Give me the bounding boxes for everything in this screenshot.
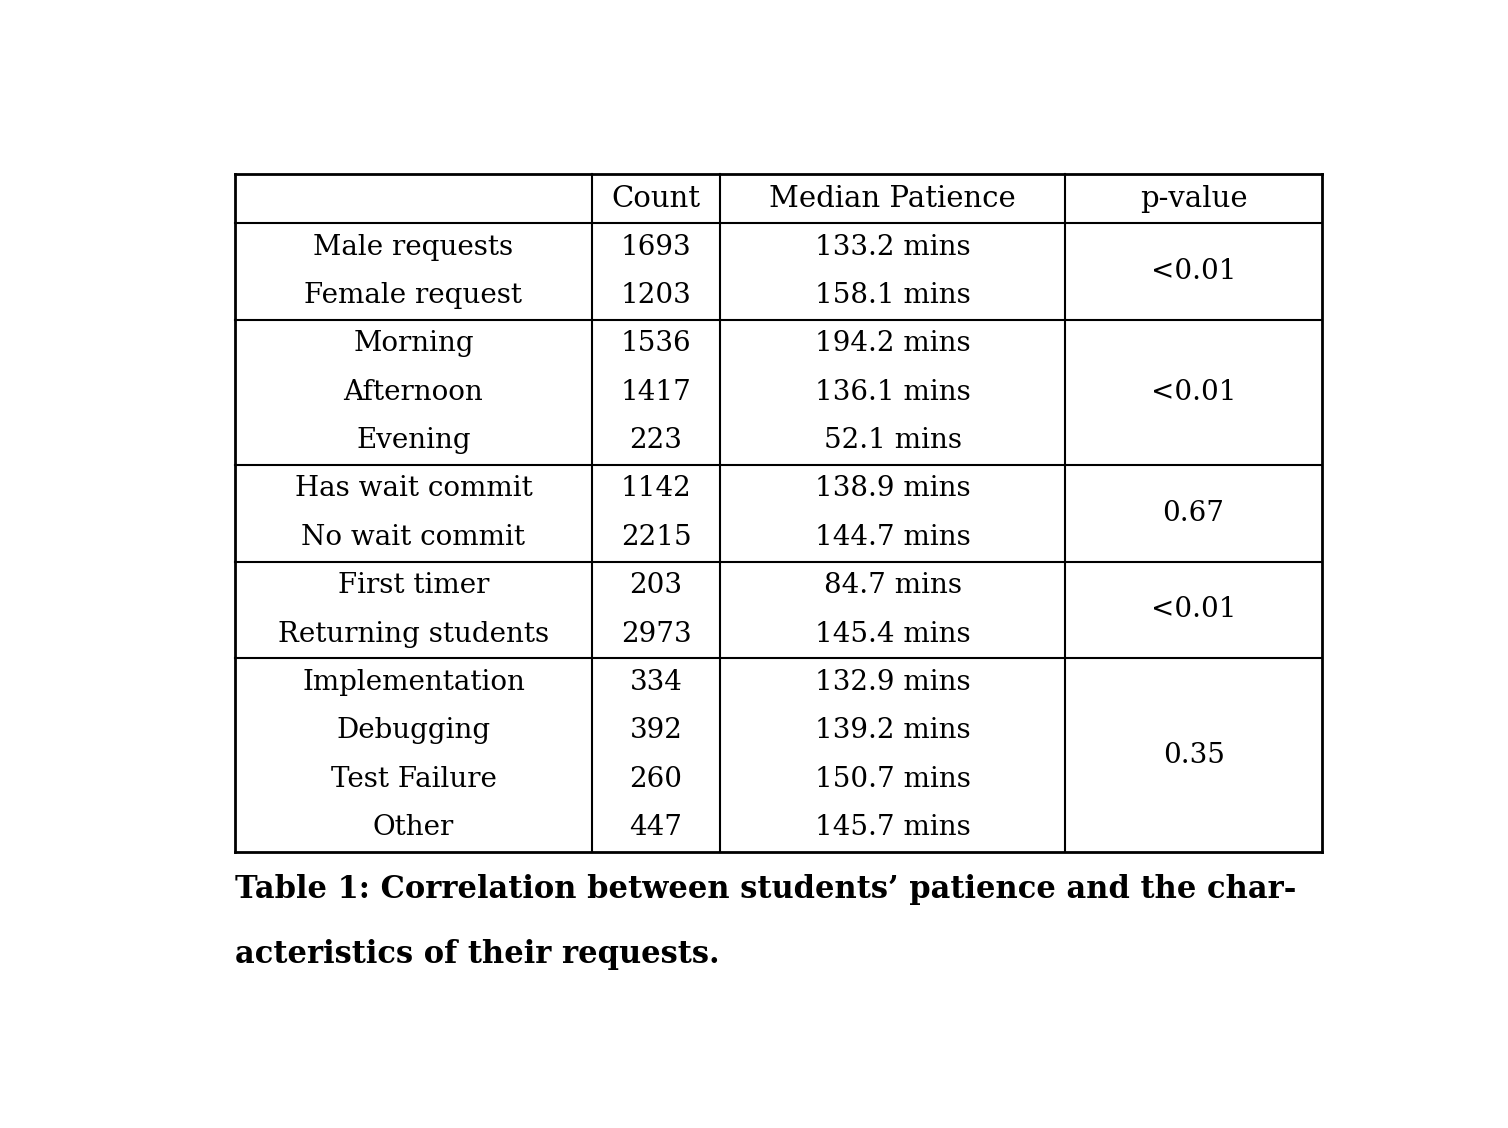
Text: <0.01: <0.01 [1151, 257, 1237, 284]
Text: 133.2 mins: 133.2 mins [814, 233, 971, 261]
Text: Male requests: Male requests [314, 233, 514, 261]
Text: Count: Count [611, 185, 701, 213]
Text: 158.1 mins: 158.1 mins [814, 282, 971, 309]
Text: First timer: First timer [338, 572, 489, 599]
Text: 447: 447 [629, 814, 683, 841]
Text: 145.7 mins: 145.7 mins [814, 814, 971, 841]
Text: 203: 203 [629, 572, 683, 599]
Text: 1536: 1536 [621, 331, 691, 358]
Text: 223: 223 [629, 428, 683, 455]
Text: 1142: 1142 [621, 476, 691, 502]
Text: Other: Other [372, 814, 454, 841]
Text: 0.35: 0.35 [1163, 741, 1224, 768]
Text: 144.7 mins: 144.7 mins [814, 523, 971, 550]
Text: Has wait commit: Has wait commit [294, 476, 532, 502]
Text: <0.01: <0.01 [1151, 379, 1237, 406]
Text: Test Failure: Test Failure [330, 766, 496, 793]
Text: Debugging: Debugging [336, 717, 490, 744]
Text: 84.7 mins: 84.7 mins [823, 572, 962, 599]
Text: 194.2 mins: 194.2 mins [814, 331, 971, 358]
Text: Implementation: Implementation [302, 669, 525, 696]
Text: acteristics of their requests.: acteristics of their requests. [235, 938, 719, 970]
Text: Evening: Evening [356, 428, 470, 455]
Text: 2973: 2973 [621, 620, 691, 647]
Text: 139.2 mins: 139.2 mins [814, 717, 971, 744]
Text: 1693: 1693 [621, 233, 691, 261]
Text: Morning: Morning [353, 331, 474, 358]
Text: <0.01: <0.01 [1151, 597, 1237, 624]
Text: Afternoon: Afternoon [344, 379, 484, 406]
Text: 52.1 mins: 52.1 mins [823, 428, 962, 455]
Text: Female request: Female request [305, 282, 522, 309]
Text: Table 1: Correlation between students’ patience and the char-: Table 1: Correlation between students’ p… [235, 873, 1297, 905]
Text: 2215: 2215 [621, 523, 691, 550]
Text: 145.4 mins: 145.4 mins [814, 620, 971, 647]
Text: 150.7 mins: 150.7 mins [814, 766, 971, 793]
Text: p-value: p-value [1140, 185, 1247, 213]
Text: 0.67: 0.67 [1163, 500, 1224, 527]
Text: No wait commit: No wait commit [302, 523, 525, 550]
Text: 260: 260 [629, 766, 683, 793]
Text: 1417: 1417 [621, 379, 691, 406]
Text: 136.1 mins: 136.1 mins [814, 379, 971, 406]
Text: 334: 334 [629, 669, 683, 696]
Text: Returning students: Returning students [277, 620, 549, 647]
Text: 138.9 mins: 138.9 mins [814, 476, 971, 502]
Text: 1203: 1203 [621, 282, 691, 309]
Text: 392: 392 [629, 717, 683, 744]
Text: 132.9 mins: 132.9 mins [814, 669, 971, 696]
Text: Median Patience: Median Patience [769, 185, 1016, 213]
